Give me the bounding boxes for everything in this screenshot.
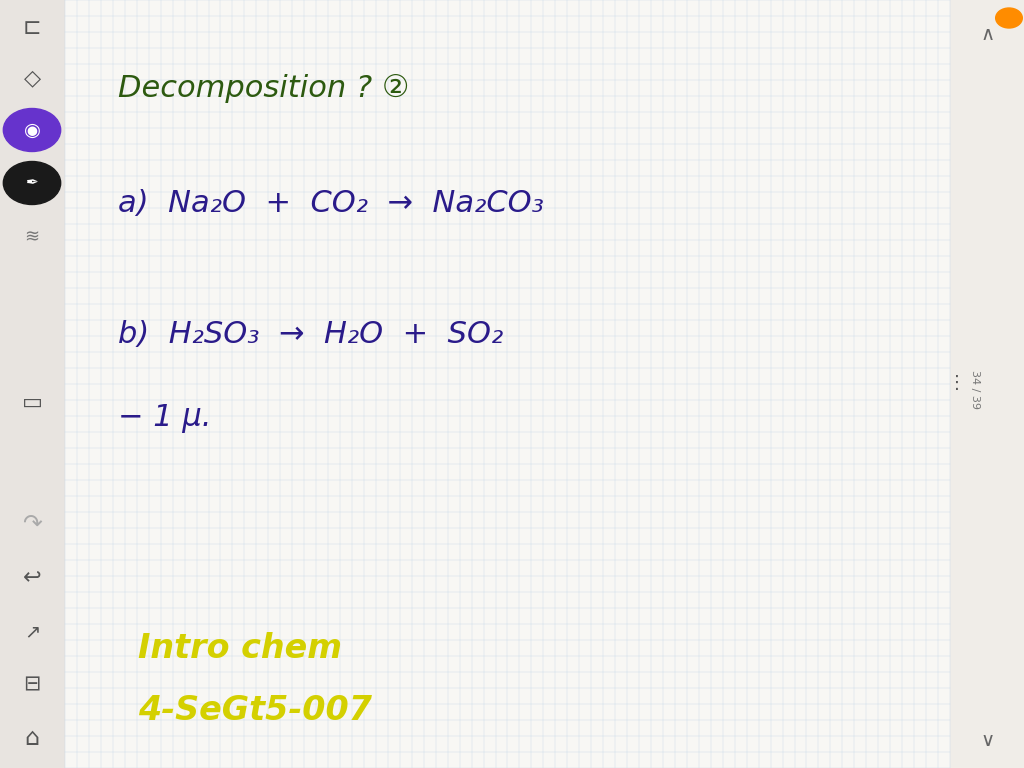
Text: Intro chem: Intro chem: [138, 633, 342, 665]
Text: ∨: ∨: [981, 730, 995, 750]
Circle shape: [3, 108, 60, 151]
Bar: [950, 0, 1024, 768]
Bar: [0, 0, 65, 768]
Bar: [65, 0, 950, 768]
Text: ◉: ◉: [24, 121, 41, 140]
Text: 4-SeGt5-007: 4-SeGt5-007: [138, 694, 373, 727]
Text: ✒: ✒: [26, 176, 38, 190]
Text: ↩: ↩: [23, 568, 41, 588]
Text: ⊟: ⊟: [24, 674, 41, 694]
Text: 34 / 39: 34 / 39: [970, 370, 980, 409]
Text: ≋: ≋: [25, 228, 40, 246]
Text: ⌂: ⌂: [25, 726, 40, 750]
Text: ∧: ∧: [981, 25, 995, 45]
Text: Decomposition ? ②: Decomposition ? ②: [118, 74, 410, 103]
Text: a)  Na₂O  +  CO₂  →  Na₂CO₃: a) Na₂O + CO₂ → Na₂CO₃: [118, 189, 544, 218]
Text: ◇: ◇: [24, 68, 41, 88]
Circle shape: [995, 8, 1022, 28]
Text: b)  H₂SO₃  →  H₂O  +  SO₂: b) H₂SO₃ → H₂O + SO₂: [118, 319, 503, 349]
Text: ⊏: ⊏: [23, 18, 41, 38]
Circle shape: [3, 161, 60, 204]
Text: − 1 μ.: − 1 μ.: [118, 404, 211, 433]
Text: ↷: ↷: [23, 512, 42, 536]
Text: ⋮: ⋮: [948, 374, 966, 392]
Text: ↗: ↗: [24, 623, 40, 641]
Text: ▭: ▭: [22, 393, 43, 413]
